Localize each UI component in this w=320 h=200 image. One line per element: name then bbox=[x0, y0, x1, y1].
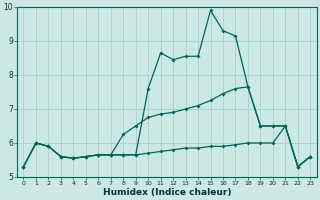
X-axis label: Humidex (Indice chaleur): Humidex (Indice chaleur) bbox=[103, 188, 231, 197]
